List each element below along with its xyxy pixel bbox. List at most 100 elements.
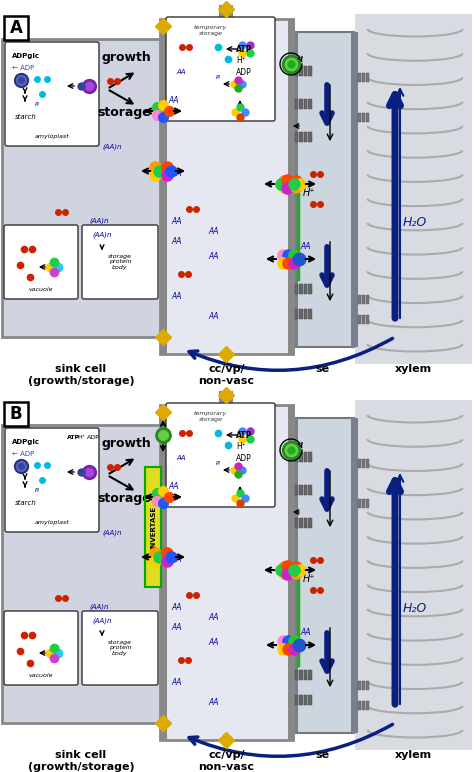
Bar [358, 295, 361, 304]
FancyBboxPatch shape [166, 17, 275, 121]
Bar [291, 418, 298, 733]
Text: ADP: ADP [87, 435, 100, 440]
Text: amyloplast: amyloplast [35, 520, 69, 525]
Text: ATP: ATP [236, 45, 252, 54]
Bar [366, 681, 369, 690]
Bar [295, 309, 299, 319]
Bar [300, 695, 303, 705]
Text: AA: AA [208, 312, 219, 321]
FancyBboxPatch shape [5, 42, 99, 146]
Bar [4, 402, 28, 426]
Bar [309, 99, 312, 109]
Text: H⁺: H⁺ [303, 188, 316, 198]
Bar [358, 701, 361, 710]
Bar [358, 113, 361, 122]
Bar [300, 452, 303, 462]
Bar [145, 467, 161, 587]
Text: ADPglc: ADPglc [12, 53, 40, 59]
Bar [219, 391, 233, 403]
Text: sink cell
(growth/storage): sink cell (growth/storage) [27, 364, 134, 385]
Bar [160, 19, 167, 354]
Text: AA: AA [171, 678, 182, 687]
Text: starch: starch [15, 114, 37, 120]
Bar [362, 113, 365, 122]
Bar [300, 485, 303, 495]
FancyBboxPatch shape [5, 428, 99, 532]
Bar [309, 452, 312, 462]
Text: ADPglc: ADPglc [12, 439, 40, 445]
Bar [309, 695, 312, 705]
Bar [219, 5, 233, 17]
Bar [362, 681, 365, 690]
Bar [366, 295, 369, 304]
Bar [288, 19, 295, 354]
Bar [358, 681, 361, 690]
Bar [295, 670, 299, 680]
Text: (AA)n: (AA)n [89, 603, 109, 610]
Bar [300, 66, 303, 76]
Text: AA: AA [168, 96, 179, 105]
Bar [4, 16, 28, 40]
FancyBboxPatch shape [4, 225, 78, 299]
Bar [309, 309, 312, 319]
FancyBboxPatch shape [166, 403, 275, 507]
Text: AA: AA [208, 698, 219, 707]
Text: AA: AA [171, 555, 182, 564]
Bar [300, 670, 303, 680]
Bar [304, 670, 308, 680]
Text: xylem: xylem [395, 750, 432, 760]
Bar [309, 518, 312, 528]
Text: AA: AA [208, 227, 219, 236]
Bar [358, 499, 361, 508]
Bar [366, 315, 369, 324]
Bar [300, 99, 303, 109]
Bar [160, 405, 167, 740]
Bar [295, 695, 299, 705]
Bar [309, 66, 312, 76]
Text: vacuole: vacuole [29, 673, 53, 678]
FancyBboxPatch shape [82, 611, 158, 685]
FancyBboxPatch shape [82, 225, 158, 299]
Text: ← ADP: ← ADP [12, 65, 34, 71]
Text: AA: AA [208, 638, 219, 647]
Bar [362, 295, 365, 304]
Bar [366, 499, 369, 508]
Text: ATP: ATP [236, 431, 252, 440]
Bar [362, 459, 365, 468]
Bar [358, 73, 361, 82]
Bar [291, 32, 298, 347]
Bar [2, 425, 160, 723]
Text: ← ADP: ← ADP [12, 451, 34, 457]
Bar [295, 99, 299, 109]
Bar [291, 418, 354, 733]
Text: AA: AA [208, 613, 219, 622]
Text: H⁺: H⁺ [236, 442, 246, 451]
FancyBboxPatch shape [4, 611, 78, 685]
Bar [295, 66, 299, 76]
Text: H⁺: H⁺ [303, 574, 316, 584]
Bar [304, 485, 308, 495]
Bar [304, 99, 308, 109]
Bar [295, 452, 299, 462]
Text: AA: AA [171, 217, 182, 226]
Bar [355, 400, 472, 750]
Bar [160, 405, 293, 740]
Bar [300, 309, 303, 319]
Text: AA: AA [300, 628, 310, 637]
Bar [300, 132, 303, 142]
Bar [295, 132, 299, 142]
Bar [2, 39, 160, 337]
Text: B: B [9, 405, 22, 423]
Bar [309, 670, 312, 680]
Bar [304, 452, 308, 462]
Text: (AA)n: (AA)n [92, 232, 111, 239]
Bar [160, 19, 293, 354]
Text: storage: storage [97, 106, 151, 119]
Bar [362, 701, 365, 710]
Bar [304, 66, 308, 76]
Text: Pi: Pi [216, 461, 221, 466]
Text: AA: AA [300, 242, 310, 251]
Text: se: se [315, 750, 329, 760]
Bar [309, 284, 312, 294]
Text: storage: storage [97, 492, 151, 505]
